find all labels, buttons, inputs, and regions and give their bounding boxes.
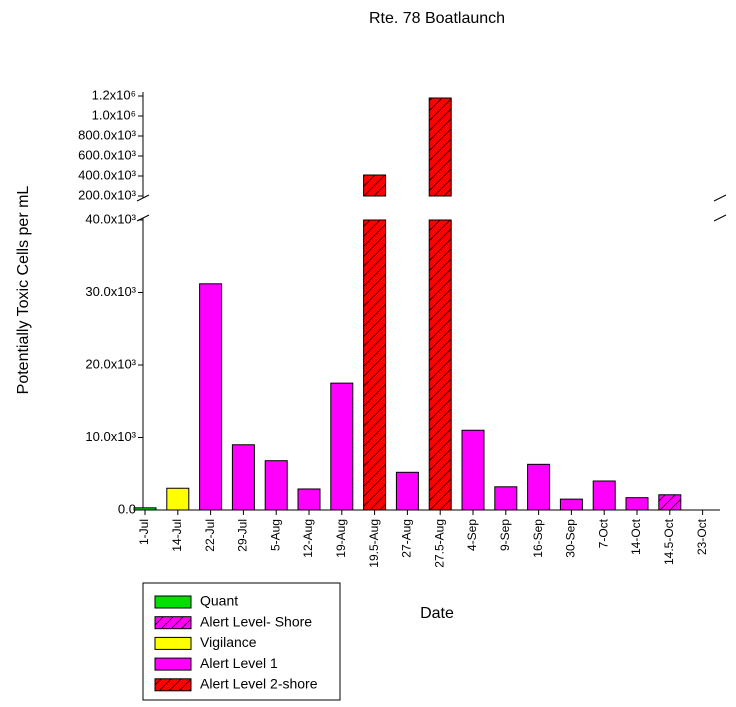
x-tick-label: 1-Jul (137, 519, 151, 545)
legend-label: Quant (200, 593, 238, 609)
legend-swatch (154, 636, 192, 650)
bar (297, 488, 321, 511)
legend-swatch (154, 657, 192, 671)
y-tick-label: 400.0x10³ (78, 167, 136, 182)
x-tick-label: 12-Aug (301, 519, 315, 558)
x-tick-label: 19-Aug (334, 519, 348, 558)
x-tick-label: 7-Oct (596, 518, 610, 548)
bar (461, 429, 485, 511)
x-tick-label: 14-Oct (629, 518, 643, 555)
bar-hatch (429, 98, 452, 196)
x-tick-label: 5-Aug (268, 519, 282, 551)
x-tick-label: 4-Sep (465, 519, 479, 551)
x-tick-label: 9-Sep (498, 519, 512, 551)
chart-title: Rte. 78 Boatlaunch (369, 10, 505, 27)
bar (330, 382, 354, 511)
x-tick-label: 29-Jul (236, 519, 250, 552)
bar (625, 497, 649, 511)
y-axis-label: Potentially Toxic Cells per mL (15, 186, 32, 395)
legend-swatch-hatch (155, 616, 191, 629)
x-tick-label: 30-Sep (564, 519, 578, 558)
x-tick-label: 22-Jul (203, 519, 217, 552)
bar (231, 444, 255, 511)
legend-label: Vigilance (200, 634, 257, 650)
y-tick-label: 30.0x10³ (85, 284, 136, 299)
y-tick-label: 1.0x10⁶ (92, 107, 136, 122)
y-tick-label: 20.0x10³ (85, 356, 136, 371)
legend-label: Alert Level 2-shore (200, 676, 318, 692)
bar (395, 471, 419, 511)
bar-hatch (658, 494, 681, 510)
x-tick-label: 27-Aug (400, 519, 414, 558)
x-tick-label: 23-Oct (695, 518, 709, 555)
x-tick-label: 16-Sep (531, 519, 545, 558)
bar (133, 507, 157, 511)
x-tick-label: 14.5-Oct (662, 518, 676, 565)
x-axis-label: Date (420, 605, 454, 622)
break-mark (136, 194, 150, 202)
bar (199, 283, 223, 511)
break-mark (713, 194, 727, 202)
y-tick-label: 800.0x10³ (78, 127, 136, 142)
legend-swatch-hatch (155, 678, 191, 691)
bar (592, 480, 616, 511)
bar-hatch (363, 175, 386, 196)
bar (559, 498, 583, 511)
legend-swatch (154, 595, 192, 609)
bar (527, 463, 551, 511)
y-tick-label: 40.0x10³ (85, 211, 136, 226)
legend-label: Alert Level 1 (200, 655, 278, 671)
y-tick-label: 0.0 (118, 501, 136, 516)
y-tick-label: 10.0x10³ (85, 429, 136, 444)
x-tick-label: 14-Jul (170, 519, 184, 552)
bar (494, 486, 518, 511)
legend-label: Alert Level- Shore (200, 613, 312, 629)
bar (166, 487, 190, 511)
x-tick-label: 19.5-Aug (367, 519, 381, 568)
x-tick-label: 27.5-Aug (432, 519, 446, 568)
y-tick-label: 200.0x10³ (78, 187, 136, 202)
bar-hatch (429, 220, 452, 510)
break-mark (713, 214, 727, 222)
bar (264, 460, 288, 511)
bar-hatch (363, 220, 386, 510)
y-tick-label: 1.2x10⁶ (92, 87, 136, 102)
y-tick-label: 600.0x10³ (78, 147, 136, 162)
